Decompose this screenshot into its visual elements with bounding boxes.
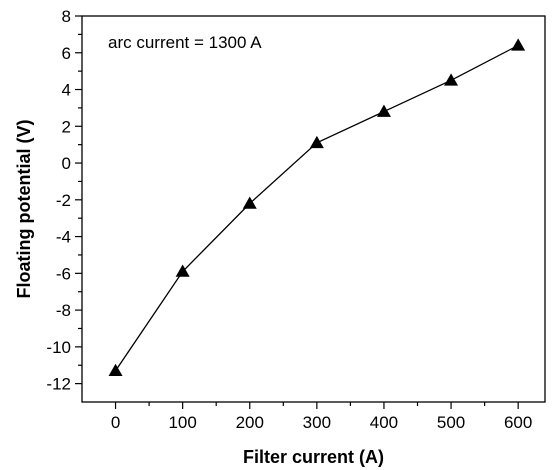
y-tick-label: -12 xyxy=(46,375,71,394)
y-tick-label: -8 xyxy=(56,301,71,320)
x-tick-label: 100 xyxy=(168,413,196,432)
x-axis-label: Filter current (A) xyxy=(243,447,384,467)
y-axis-label: Floating potential (V) xyxy=(14,120,34,299)
chart-annotation: arc current = 1300 A xyxy=(108,33,262,52)
x-tick-label: 300 xyxy=(303,413,331,432)
y-tick-label: -6 xyxy=(56,264,71,283)
data-point xyxy=(376,104,391,117)
data-point xyxy=(242,196,257,209)
y-tick-label: 4 xyxy=(62,81,71,100)
x-tick-label: 200 xyxy=(236,413,264,432)
data-point xyxy=(444,73,459,86)
x-axis: 0 100 200 300 400 500 600 xyxy=(111,402,532,432)
y-tick-label: 2 xyxy=(62,117,71,136)
plot-area xyxy=(81,15,546,403)
y-tick-label: -4 xyxy=(56,228,71,247)
data-point xyxy=(175,264,190,277)
y-tick-label: 0 xyxy=(62,154,71,173)
x-tick-label: 400 xyxy=(370,413,398,432)
x-tick-label: 0 xyxy=(111,413,120,432)
x-tick-label: 500 xyxy=(437,413,465,432)
y-tick-label: -2 xyxy=(56,191,71,210)
y-tick-label: 6 xyxy=(62,44,71,63)
y-axis: -12 -10 -8 -6 -4 -2 0 2 4 6 8 xyxy=(46,7,82,394)
x-tick-label: 600 xyxy=(504,413,532,432)
series-line xyxy=(115,44,519,372)
series-layer xyxy=(108,38,526,377)
y-tick-label: -10 xyxy=(46,338,71,357)
y-tick-label: 8 xyxy=(62,7,71,26)
data-point xyxy=(511,38,526,51)
data-point xyxy=(309,135,324,149)
data-point xyxy=(108,363,123,377)
